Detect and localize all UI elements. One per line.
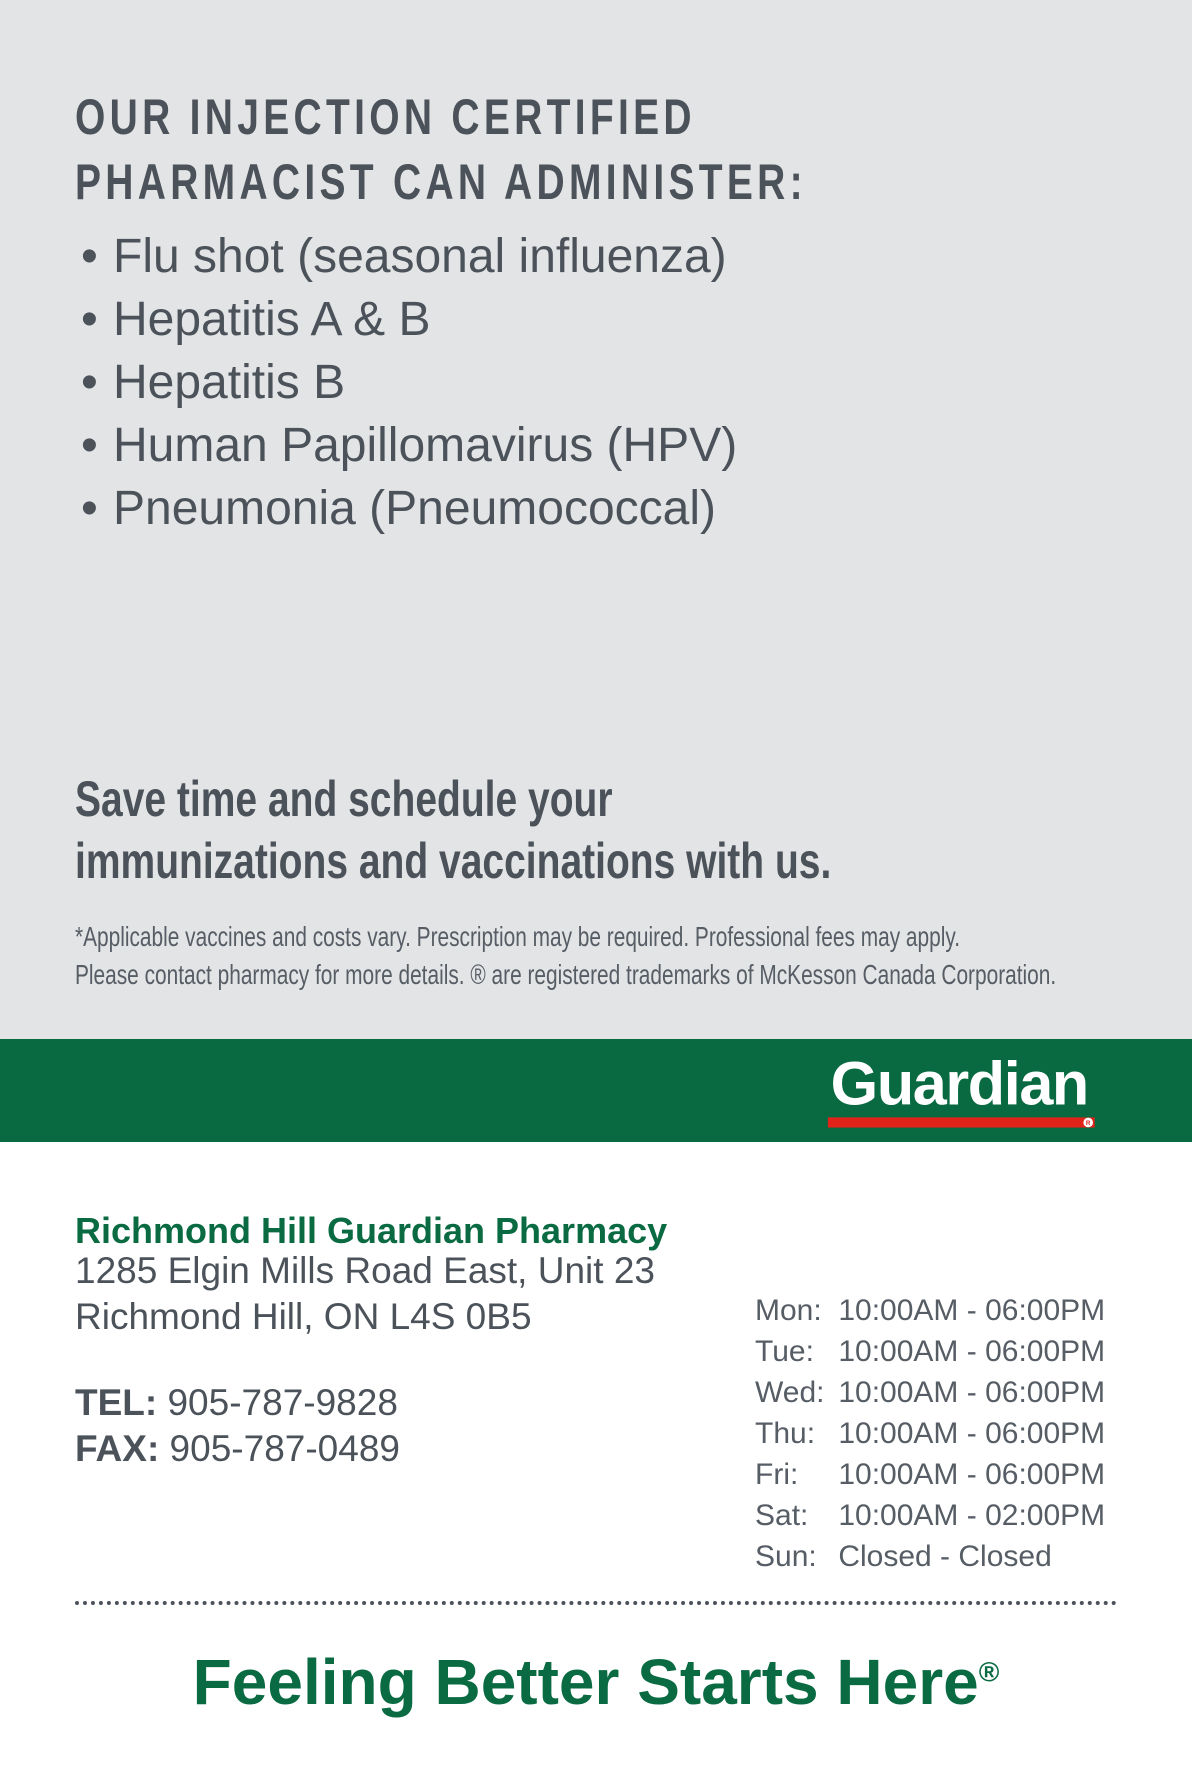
svg-text:Guardian: Guardian [831, 1049, 1088, 1117]
svg-text:R: R [1086, 1120, 1091, 1127]
